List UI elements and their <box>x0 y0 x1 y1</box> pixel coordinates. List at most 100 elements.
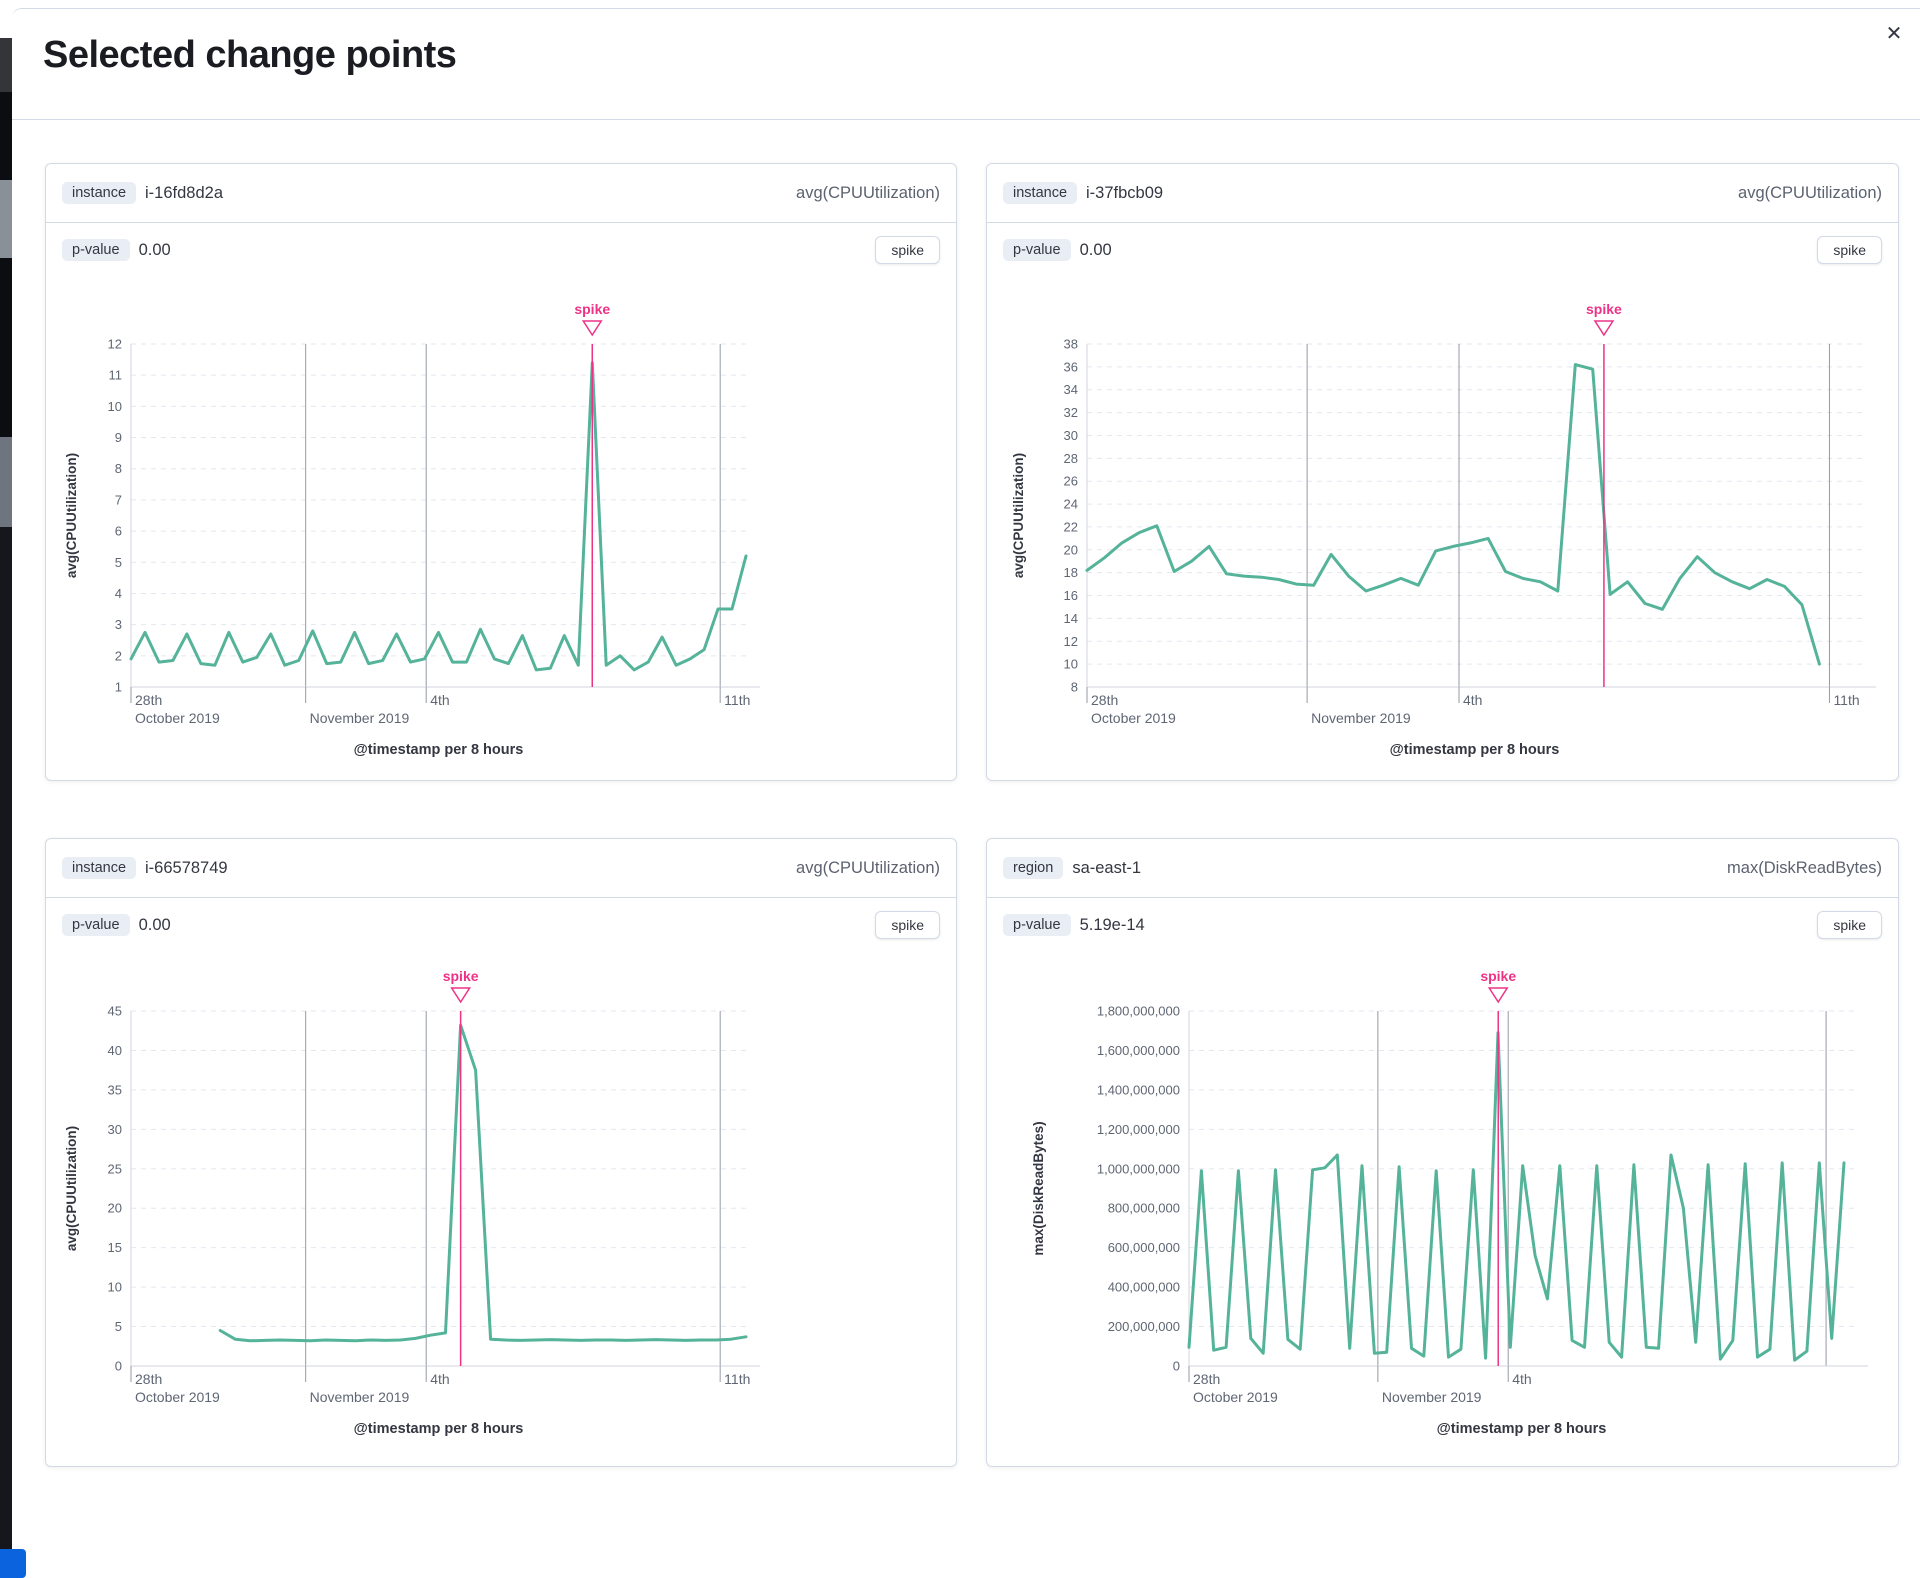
svg-text:6: 6 <box>115 524 122 539</box>
svg-text:30: 30 <box>1064 428 1078 443</box>
svg-text:3: 3 <box>115 617 122 632</box>
close-icon[interactable]: ✕ <box>1876 16 1912 52</box>
svg-text:1,000,000,000: 1,000,000,000 <box>1097 1161 1180 1176</box>
svg-text:11th: 11th <box>1833 692 1859 708</box>
change-type-button[interactable]: spike <box>1817 236 1882 264</box>
svg-text:30: 30 <box>108 1122 122 1137</box>
svg-text:October 2019: October 2019 <box>1193 1389 1278 1405</box>
svg-text:October 2019: October 2019 <box>135 1389 220 1405</box>
svg-text:November 2019: November 2019 <box>310 710 410 726</box>
svg-text:November 2019: November 2019 <box>310 1389 410 1405</box>
svg-text:400,000,000: 400,000,000 <box>1108 1280 1180 1295</box>
svg-text:28th: 28th <box>135 1371 162 1387</box>
change-point-card: region sa-east-1 max(DiskReadBytes) p-va… <box>986 838 1899 1467</box>
change-type-button[interactable]: spike <box>1817 911 1882 939</box>
page-title: Selected change points <box>43 34 457 76</box>
svg-text:8: 8 <box>1071 680 1078 695</box>
svg-text:15: 15 <box>108 1240 122 1255</box>
svg-text:10: 10 <box>108 1280 122 1295</box>
svg-text:24: 24 <box>1064 497 1078 512</box>
svg-text:spike: spike <box>574 301 610 317</box>
svg-text:200,000,000: 200,000,000 <box>1108 1319 1180 1334</box>
svg-text:4th: 4th <box>430 692 449 708</box>
svg-text:26: 26 <box>1064 474 1078 489</box>
svg-text:11th: 11th <box>724 1371 750 1387</box>
svg-text:5: 5 <box>115 1319 122 1334</box>
svg-text:14: 14 <box>1064 611 1078 626</box>
pvalue-badge: p-value <box>62 914 130 936</box>
svg-text:@timestamp per 8 hours: @timestamp per 8 hours <box>1437 1421 1607 1437</box>
svg-text:avg(CPUUtilization): avg(CPUUtilization) <box>64 453 79 578</box>
svg-text:October 2019: October 2019 <box>135 710 220 726</box>
svg-text:40: 40 <box>108 1043 122 1058</box>
change-type-button[interactable]: spike <box>875 911 940 939</box>
svg-text:November 2019: November 2019 <box>1382 1389 1482 1405</box>
field-value: i-37fbcb09 <box>1086 183 1164 202</box>
svg-text:1,800,000,000: 1,800,000,000 <box>1097 1004 1180 1019</box>
metric-label: avg(CPUUtilization) <box>796 183 940 202</box>
svg-text:avg(CPUUtilization): avg(CPUUtilization) <box>64 1126 79 1251</box>
svg-text:32: 32 <box>1064 405 1078 420</box>
change-type-button[interactable]: spike <box>875 236 940 264</box>
svg-text:1,400,000,000: 1,400,000,000 <box>1097 1082 1180 1097</box>
backdrop-segment <box>0 0 12 38</box>
svg-text:1,200,000,000: 1,200,000,000 <box>1097 1122 1180 1137</box>
svg-text:max(DiskReadBytes): max(DiskReadBytes) <box>1031 1121 1046 1255</box>
svg-text:16: 16 <box>1064 588 1078 603</box>
card-header: instance i-16fd8d2a avg(CPUUtilization) <box>46 164 956 223</box>
pvalue-badge: p-value <box>1003 239 1071 261</box>
pvalue-value: 5.19e-14 <box>1079 915 1145 934</box>
svg-text:10: 10 <box>108 399 122 414</box>
svg-text:spike: spike <box>443 968 479 984</box>
change-point-card: instance i-16fd8d2a avg(CPUUtilization) … <box>45 163 957 781</box>
field-value: i-16fd8d2a <box>145 183 223 202</box>
card-subheader: p-value 0.00 spike <box>46 223 956 277</box>
backdrop-segment <box>0 527 12 1549</box>
svg-text:11th: 11th <box>724 692 750 708</box>
svg-text:5: 5 <box>115 555 122 570</box>
field-badge: instance <box>1003 182 1078 204</box>
svg-text:@timestamp per 8 hours: @timestamp per 8 hours <box>354 1421 524 1437</box>
svg-text:28: 28 <box>1064 451 1078 466</box>
pvalue-value: 0.00 <box>1079 240 1112 259</box>
backdrop-segment <box>0 38 12 92</box>
background-page-edge <box>0 0 12 1578</box>
svg-text:20: 20 <box>1064 542 1078 557</box>
svg-text:10: 10 <box>1064 657 1078 672</box>
metric-label: avg(CPUUtilization) <box>1738 183 1882 202</box>
card-header: region sa-east-1 max(DiskReadBytes) <box>987 839 1898 898</box>
svg-text:28th: 28th <box>135 692 162 708</box>
metric-label: max(DiskReadBytes) <box>1727 858 1882 877</box>
svg-text:0: 0 <box>115 1359 122 1374</box>
pvalue-value: 0.00 <box>138 240 171 259</box>
card-subheader: p-value 0.00 spike <box>46 898 956 952</box>
svg-text:45: 45 <box>108 1004 122 1019</box>
svg-text:9: 9 <box>115 430 122 445</box>
svg-text:7: 7 <box>115 492 122 507</box>
backdrop-segment <box>0 180 12 258</box>
svg-text:28th: 28th <box>1091 692 1118 708</box>
metric-label: avg(CPUUtilization) <box>796 858 940 877</box>
svg-text:2: 2 <box>115 648 122 663</box>
title-divider <box>12 119 1920 120</box>
svg-text:36: 36 <box>1064 359 1078 374</box>
svg-text:1,600,000,000: 1,600,000,000 <box>1097 1043 1180 1058</box>
pvalue-value: 0.00 <box>138 915 171 934</box>
svg-text:34: 34 <box>1064 382 1078 397</box>
svg-text:1: 1 <box>115 680 122 695</box>
pvalue-badge: p-value <box>62 239 130 261</box>
svg-text:18: 18 <box>1064 565 1078 580</box>
svg-text:12: 12 <box>1064 634 1078 649</box>
backdrop-segment <box>0 258 12 437</box>
card-header: instance i-37fbcb09 avg(CPUUtilization) <box>987 164 1898 223</box>
change-point-card: instance i-66578749 avg(CPUUtilization) … <box>45 838 957 1467</box>
svg-text:12: 12 <box>108 337 122 352</box>
svg-text:8: 8 <box>115 461 122 476</box>
svg-text:38: 38 <box>1064 337 1078 352</box>
backdrop-segment <box>0 437 12 527</box>
svg-text:800,000,000: 800,000,000 <box>1108 1201 1180 1216</box>
change-point-card: instance i-37fbcb09 avg(CPUUtilization) … <box>986 163 1899 781</box>
svg-text:@timestamp per 8 hours: @timestamp per 8 hours <box>354 742 524 758</box>
svg-text:4th: 4th <box>430 1371 449 1387</box>
svg-text:600,000,000: 600,000,000 <box>1108 1240 1180 1255</box>
